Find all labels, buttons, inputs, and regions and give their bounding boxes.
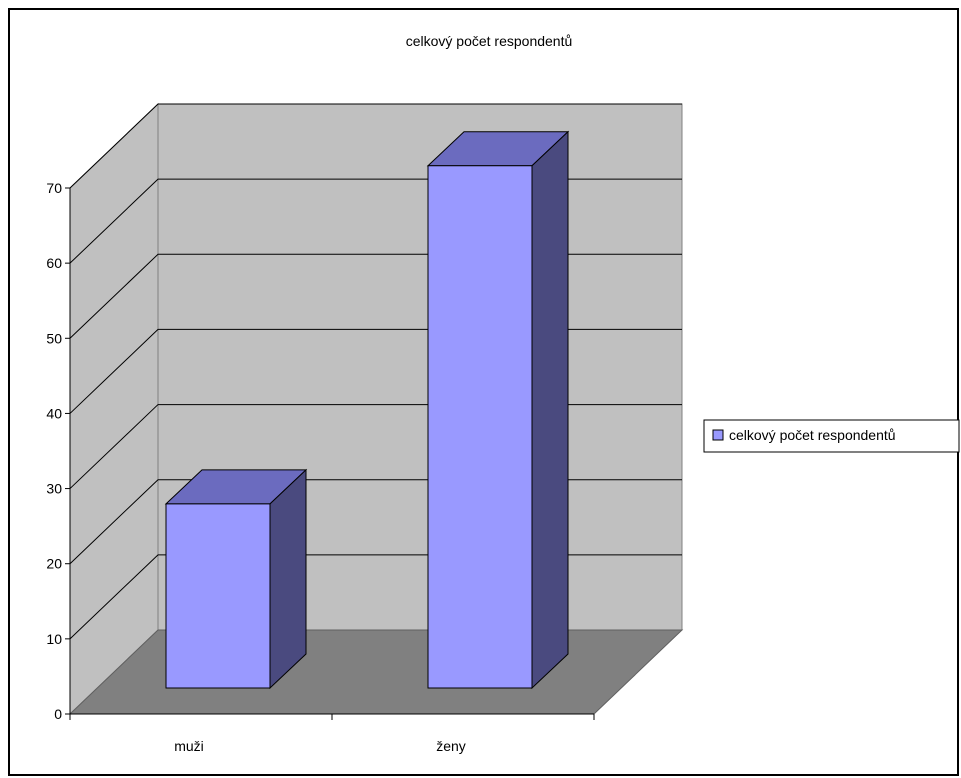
bar-0 xyxy=(164,468,308,690)
axes: 0 10 20 30 40 50 60 70 muži ženy xyxy=(46,180,595,754)
legend: celkový počet respondentů xyxy=(703,419,960,453)
y-tick-label: 60 xyxy=(46,255,62,271)
legend-swatch xyxy=(712,429,724,441)
y-tick-label: 10 xyxy=(46,631,62,647)
bar-front xyxy=(427,165,533,689)
y-tick-label: 0 xyxy=(54,706,62,722)
bar-side xyxy=(531,130,569,690)
y-tick-label: 30 xyxy=(46,481,62,497)
bar-1 xyxy=(426,130,570,690)
gridline xyxy=(69,103,682,189)
legend-label: celkový počet respondentů xyxy=(729,427,896,443)
chart-walls xyxy=(68,102,684,716)
y-tick-label: 50 xyxy=(46,330,62,346)
legend-box xyxy=(703,419,960,453)
x-tick-label: muži xyxy=(174,738,204,754)
bars xyxy=(164,130,570,690)
y-tick-label: 70 xyxy=(46,180,62,196)
bar-side xyxy=(269,468,307,690)
floor xyxy=(68,629,684,715)
left-wall xyxy=(69,102,159,716)
chart-title: celkový počet respondentů xyxy=(406,33,573,49)
x-tick-label: ženy xyxy=(436,738,466,754)
y-tick-label: 40 xyxy=(46,405,62,421)
y-tick-label: 20 xyxy=(46,556,62,572)
bar-front xyxy=(165,503,271,689)
